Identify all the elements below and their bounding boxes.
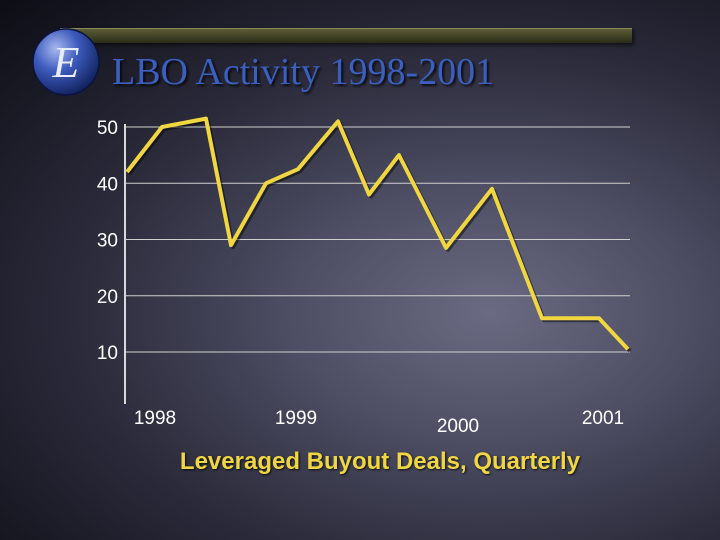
y-tick-labels: 10 20 30 40 50 xyxy=(97,118,118,364)
x-axis-label: Leveraged Buyout Deals, Quarterly xyxy=(179,448,581,475)
e-logo: E xyxy=(32,28,100,96)
logo-letter: E xyxy=(52,38,80,87)
series-layer xyxy=(125,116,632,353)
x-tick-label: 1998 xyxy=(134,408,176,429)
x-tick-label: 1999 xyxy=(275,408,317,429)
gridlines xyxy=(125,126,630,353)
y-tick-label: 50 xyxy=(97,118,118,139)
x-tick-label: 2000 xyxy=(437,416,479,437)
series-line xyxy=(125,116,630,351)
x-tick-label: 2001 xyxy=(582,408,624,429)
title-bar-decoration xyxy=(60,28,632,43)
y-tick-label: 30 xyxy=(97,231,118,252)
x-tick-labels: 1998 1999 2000 2001 xyxy=(134,408,624,437)
y-tick-label: 40 xyxy=(97,174,118,195)
y-tick-label: 10 xyxy=(97,343,118,364)
y-tick-label: 20 xyxy=(97,287,118,308)
slide-title: LBO Activity 1998-2001 xyxy=(112,51,495,93)
